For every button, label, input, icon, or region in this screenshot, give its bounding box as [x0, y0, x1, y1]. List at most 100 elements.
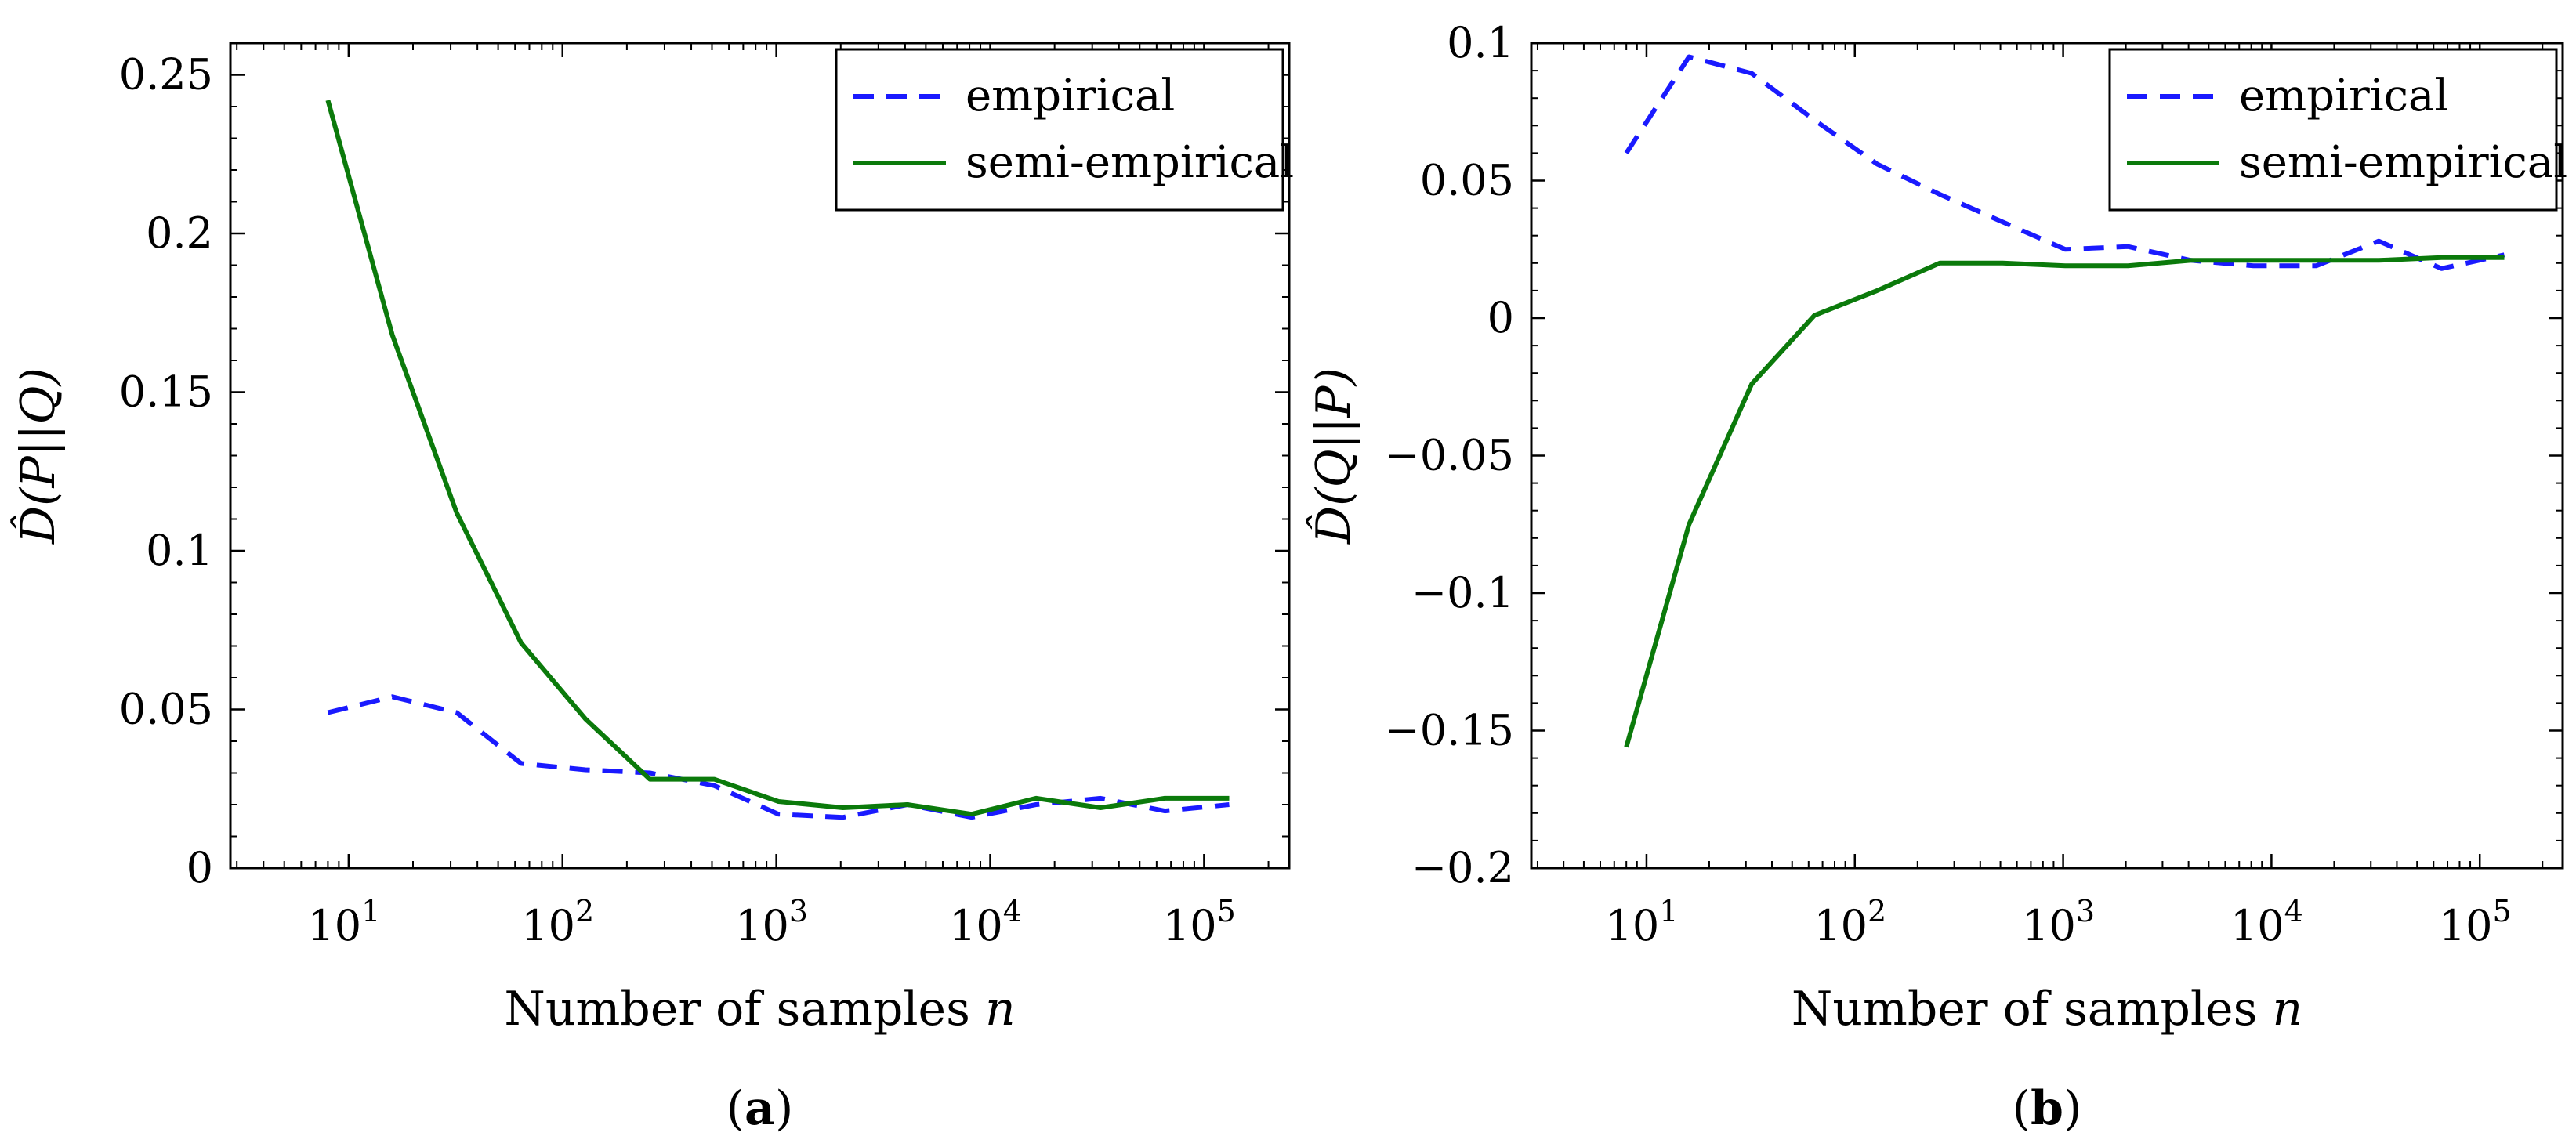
data-point-empirical — [2000, 219, 2005, 224]
data-point-empirical — [519, 761, 524, 765]
y-tick-label: 0.1 — [1447, 18, 1514, 67]
x-tick-label: 103 — [2022, 894, 2095, 950]
data-point-semi-empirical — [390, 333, 395, 338]
data-point-empirical — [841, 815, 846, 820]
y-tick-label: 0 — [1487, 293, 1514, 342]
data-point-semi-empirical — [325, 98, 330, 103]
data-point-semi-empirical — [2000, 261, 2005, 266]
data-point-semi-empirical — [841, 805, 846, 810]
data-point-semi-empirical — [647, 777, 652, 782]
y-tick-label: 0.05 — [119, 685, 213, 734]
data-point-empirical — [1098, 796, 1103, 801]
data-point-semi-empirical — [1624, 745, 1629, 750]
data-point-semi-empirical — [2063, 263, 2067, 268]
legend-box — [2108, 48, 2558, 212]
data-point-semi-empirical — [1687, 522, 1691, 526]
x-tick-label: 101 — [307, 894, 380, 950]
data-point-empirical — [2313, 263, 2318, 268]
data-point-semi-empirical — [969, 812, 974, 816]
data-point-semi-empirical — [2439, 255, 2444, 260]
data-point-semi-empirical — [1162, 796, 1167, 801]
data-point-semi-empirical — [455, 510, 459, 515]
data-point-semi-empirical — [1875, 288, 1879, 293]
x-tick-label: 103 — [735, 894, 808, 950]
plot-frame — [1530, 42, 2564, 870]
x-tick-label: 105 — [2439, 894, 2512, 950]
data-point-semi-empirical — [1937, 261, 1942, 266]
data-point-empirical — [1624, 150, 1629, 155]
data-point-empirical — [390, 694, 395, 699]
data-point-empirical — [2063, 247, 2067, 251]
series-line-empirical — [327, 694, 1230, 820]
data-point-semi-empirical — [1812, 313, 1817, 317]
data-point-empirical — [2125, 244, 2130, 249]
data-point-semi-empirical — [2376, 258, 2381, 262]
data-point-semi-empirical — [1098, 805, 1103, 810]
y-tick-label: 0.05 — [1420, 156, 1514, 205]
data-point-semi-empirical — [1749, 382, 1754, 386]
x-tick-label: 102 — [521, 894, 594, 950]
series-group — [1624, 54, 2506, 750]
chart-panel-a: 101 102 103 104 105 0 0.05 0.1 0.15 0.2 0.25 empiri… — [10, 42, 1294, 1136]
data-point-semi-empirical — [2251, 258, 2255, 262]
data-point-empirical — [455, 711, 459, 715]
data-point-semi-empirical — [2502, 255, 2506, 260]
data-point-empirical — [1034, 802, 1038, 807]
data-point-empirical — [776, 812, 781, 816]
x-tick-label: 105 — [1163, 894, 1236, 950]
data-point-empirical — [1162, 809, 1167, 813]
legend: empirical semi-empirical — [835, 48, 1294, 212]
x-axis-title: Number of samples n — [504, 982, 1015, 1037]
legend-label-empirical: empirical — [966, 71, 1175, 121]
y-tick-label: −0.05 — [1385, 431, 1514, 480]
series-group — [325, 98, 1231, 820]
data-point-semi-empirical — [712, 777, 716, 782]
data-point-empirical — [583, 767, 588, 772]
y-axis-title: D̂(P||Q) — [10, 367, 66, 545]
data-point-empirical — [2251, 263, 2255, 268]
series-line-semi-empirical — [325, 100, 1230, 817]
data-point-semi-empirical — [1034, 796, 1038, 801]
chart-panel-b: 101 102 103 104 105 −0.2 −0.15 −0.1 −0.05 0 0.05 0.… — [1306, 18, 2567, 1136]
y-tick-label: 0.1 — [146, 526, 213, 575]
x-tick-label: 104 — [2230, 894, 2303, 950]
series-line-semi-empirical — [1624, 255, 2505, 748]
plot-frame — [229, 42, 1291, 870]
data-point-semi-empirical — [1226, 796, 1231, 801]
y-tick-label: 0.2 — [146, 208, 213, 258]
panel-label: (a) — [726, 1081, 794, 1136]
data-point-empirical — [1749, 71, 1754, 76]
data-point-semi-empirical — [2125, 263, 2130, 268]
legend-label-empirical: empirical — [2239, 71, 2448, 121]
y-tick-label: 0 — [187, 843, 213, 892]
legend-label-semi-empirical: semi-empirical — [966, 137, 1294, 188]
panel-label: (b) — [2013, 1081, 2082, 1136]
data-point-semi-empirical — [583, 717, 588, 722]
series-line-empirical — [1624, 54, 2505, 271]
x-axis-title: Number of samples n — [1792, 982, 2302, 1037]
data-point-empirical — [1226, 802, 1231, 807]
data-point-empirical — [712, 783, 716, 788]
y-tick-label: −0.1 — [1411, 568, 1514, 617]
data-point-semi-empirical — [776, 799, 781, 804]
data-point-empirical — [1937, 192, 1942, 197]
y-tick-label: −0.2 — [1411, 843, 1514, 892]
legend-label-semi-empirical: semi-empirical — [2239, 137, 2567, 188]
data-point-empirical — [1812, 118, 1817, 122]
data-point-semi-empirical — [519, 640, 524, 645]
y-tick-label: 0.25 — [119, 50, 213, 100]
data-point-empirical — [1875, 161, 1879, 166]
data-point-semi-empirical — [905, 802, 910, 807]
y-tick-label: −0.15 — [1385, 706, 1514, 755]
data-point-empirical — [2439, 266, 2444, 271]
y-axis-title: D̂(Q||P) — [1306, 367, 1361, 545]
legend-box — [835, 48, 1284, 212]
data-point-semi-empirical — [2313, 258, 2318, 262]
x-tick-label: 104 — [949, 894, 1022, 950]
y-tick-label: 0.15 — [119, 367, 213, 417]
x-tick-label: 101 — [1606, 894, 1679, 950]
legend: empirical semi-empirical — [2108, 48, 2567, 212]
data-point-empirical — [1687, 55, 1691, 60]
data-point-semi-empirical — [2188, 258, 2193, 262]
